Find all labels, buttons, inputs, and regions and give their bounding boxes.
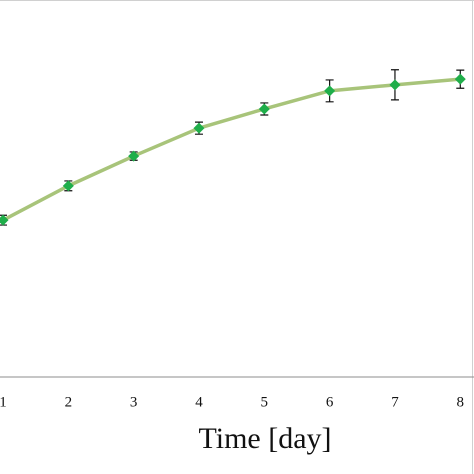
data-point (454, 73, 466, 85)
data-point (324, 85, 336, 97)
x-tick-label: 1 (0, 394, 7, 410)
x-axis-label: Time [day] (198, 422, 331, 455)
data-point (193, 122, 205, 134)
x-tick-label: 2 (65, 394, 73, 410)
x-tick-label: 7 (391, 394, 399, 410)
x-tick-label: 3 (130, 394, 138, 410)
data-point (128, 150, 140, 162)
x-tick-label: 4 (195, 394, 203, 410)
data-point (389, 79, 401, 91)
x-tick-label: 8 (457, 394, 465, 410)
data-point (258, 103, 270, 115)
data-point (0, 214, 9, 226)
data-point (62, 180, 74, 192)
x-tick-label: 6 (326, 394, 334, 410)
series-line (2, 77, 461, 222)
x-tick-label: 5 (261, 394, 269, 410)
